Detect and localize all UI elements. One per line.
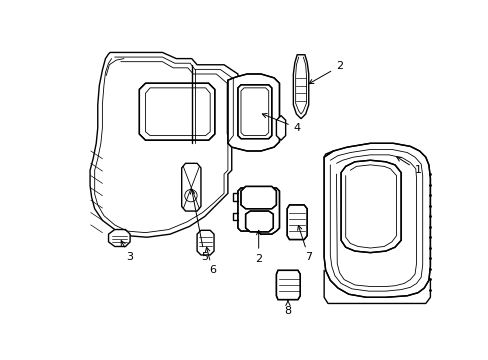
Polygon shape	[241, 186, 276, 209]
Polygon shape	[276, 270, 300, 300]
Text: 2: 2	[308, 61, 343, 84]
Polygon shape	[238, 188, 279, 234]
Polygon shape	[227, 74, 279, 151]
Polygon shape	[197, 230, 214, 255]
Polygon shape	[276, 116, 285, 140]
Text: 5: 5	[190, 189, 208, 262]
Polygon shape	[286, 205, 306, 239]
Text: 8: 8	[284, 301, 291, 316]
Text: 3: 3	[121, 240, 133, 262]
Polygon shape	[293, 55, 308, 119]
Polygon shape	[238, 85, 271, 139]
Text: 7: 7	[297, 225, 312, 262]
Polygon shape	[341, 160, 400, 253]
Polygon shape	[324, 143, 429, 297]
Text: 1: 1	[396, 157, 421, 175]
Polygon shape	[182, 163, 201, 211]
Text: 2: 2	[255, 230, 262, 264]
Text: 6: 6	[205, 247, 216, 275]
Polygon shape	[245, 211, 273, 232]
Polygon shape	[139, 83, 214, 140]
Polygon shape	[108, 230, 130, 247]
Text: 4: 4	[262, 113, 300, 133]
